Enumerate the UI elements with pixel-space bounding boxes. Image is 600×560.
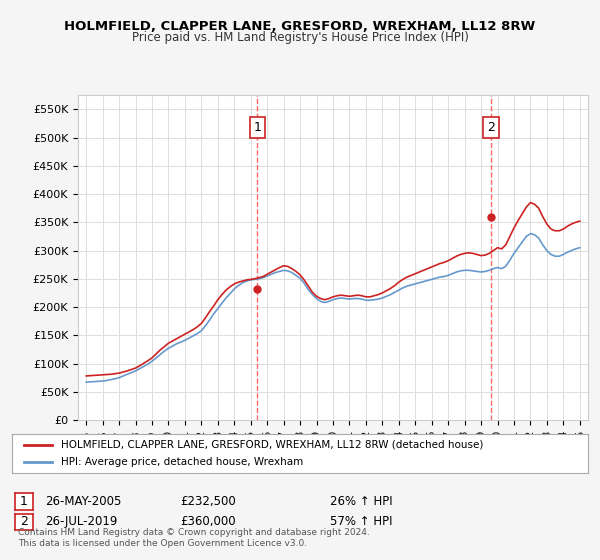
Text: 26-JUL-2019: 26-JUL-2019 <box>45 515 118 529</box>
Text: HPI: Average price, detached house, Wrexham: HPI: Average price, detached house, Wrex… <box>61 457 303 467</box>
Text: HOLMFIELD, CLAPPER LANE, GRESFORD, WREXHAM, LL12 8RW (detached house): HOLMFIELD, CLAPPER LANE, GRESFORD, WREXH… <box>61 440 484 450</box>
Text: Contains HM Land Registry data © Crown copyright and database right 2024.
This d: Contains HM Land Registry data © Crown c… <box>18 528 370 548</box>
Text: £360,000: £360,000 <box>180 515 236 529</box>
Text: 1: 1 <box>253 121 261 134</box>
Text: 2: 2 <box>20 515 28 529</box>
Text: 26% ↑ HPI: 26% ↑ HPI <box>330 494 392 508</box>
Text: £232,500: £232,500 <box>180 494 236 508</box>
Text: 1: 1 <box>20 494 28 508</box>
Text: Price paid vs. HM Land Registry's House Price Index (HPI): Price paid vs. HM Land Registry's House … <box>131 31 469 44</box>
Text: HOLMFIELD, CLAPPER LANE, GRESFORD, WREXHAM, LL12 8RW: HOLMFIELD, CLAPPER LANE, GRESFORD, WREXH… <box>64 20 536 32</box>
Text: 57% ↑ HPI: 57% ↑ HPI <box>330 515 392 529</box>
Text: 2: 2 <box>487 121 495 134</box>
Text: 26-MAY-2005: 26-MAY-2005 <box>45 494 121 508</box>
